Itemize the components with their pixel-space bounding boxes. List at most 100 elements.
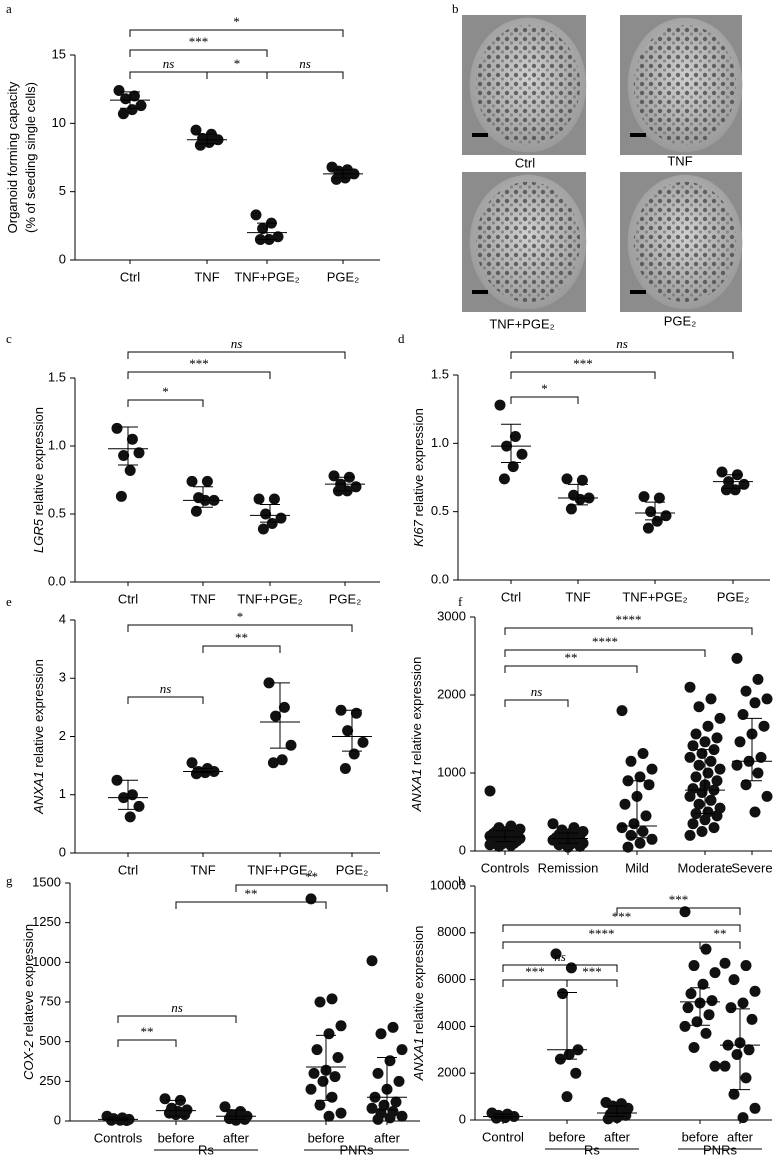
y-axis-label-part: ANXA1 (411, 1038, 426, 1082)
significance-bracket (206, 71, 268, 79)
y-tick-label: 1500 (32, 874, 61, 889)
data-point (133, 800, 145, 812)
significance-label: **** (592, 634, 618, 649)
x-tick-label: Controls (481, 860, 530, 875)
data-point (737, 1112, 749, 1124)
data-point (700, 943, 712, 955)
significance-label: * (541, 381, 548, 396)
significance-bracket (504, 699, 569, 707)
y-tick-label: 0.5 (48, 505, 66, 520)
data-point (186, 475, 198, 487)
data-point (159, 1093, 171, 1105)
data-point (550, 948, 562, 960)
data-point (693, 759, 705, 771)
data-point (702, 720, 714, 732)
x-tick-label: TNF (565, 589, 590, 604)
organoids (633, 24, 737, 146)
organoids (475, 181, 581, 303)
scale-bar (630, 290, 646, 294)
significance-bracket (127, 624, 353, 632)
significance-bracket (117, 1039, 177, 1047)
data-point (557, 988, 569, 1000)
data-point (396, 1044, 408, 1056)
data-point (761, 790, 773, 802)
data-point (684, 681, 696, 693)
y-tick-label: 0 (459, 842, 466, 857)
data-point (267, 757, 279, 769)
data-point (737, 709, 749, 720)
y-tick-label: 5 (59, 183, 66, 198)
data-point (323, 1028, 335, 1040)
data-point (186, 757, 198, 769)
significance-label: * (162, 384, 169, 399)
data-point (625, 829, 637, 841)
data-point (124, 811, 136, 823)
data-point (314, 996, 326, 1008)
y-axis-label: ANXA1 relative expression (31, 659, 46, 815)
data-point (387, 1021, 399, 1033)
significance-bracket (502, 941, 701, 949)
data-point (634, 771, 646, 783)
data-point (687, 818, 699, 830)
significance-bracket (699, 941, 741, 949)
y-tick-label: 0 (59, 844, 66, 859)
data-point (619, 798, 631, 810)
data-point (311, 1044, 323, 1056)
significance-bracket (504, 627, 753, 635)
data-point (317, 1075, 329, 1087)
image-label: Ctrl (515, 155, 535, 170)
y-tick-label: 750 (39, 993, 61, 1008)
y-axis-label: LGR5 relative expression (31, 407, 46, 553)
image-label: PGE₂ (664, 313, 697, 328)
group-label: Rs (584, 1142, 600, 1157)
y-tick-label: 0.0 (48, 573, 66, 588)
significance-bracket (566, 979, 618, 987)
x-tick-label: after (374, 1130, 401, 1145)
significance-bracket (127, 351, 346, 359)
y-axis-label-part: LGR5 (31, 518, 46, 553)
data-point (390, 1096, 402, 1108)
y-tick-label: 10 (52, 115, 66, 130)
y-tick-label: 1.5 (431, 366, 449, 381)
data-point (653, 492, 665, 504)
data-point (746, 1013, 758, 1025)
data-point (133, 447, 145, 459)
data-point (728, 1088, 740, 1100)
data-point (561, 473, 573, 485)
data-point (616, 822, 628, 834)
significance-label: * (234, 56, 241, 71)
panel-letter: b (452, 1, 459, 16)
data-point (253, 493, 265, 505)
significance-label: *** (669, 892, 689, 907)
data-point (755, 751, 767, 763)
organoids (475, 24, 581, 146)
data-point (266, 518, 278, 530)
image-label: TNF+PGE₂ (489, 316, 554, 331)
data-point (115, 490, 127, 502)
significance-bracket (616, 907, 741, 915)
data-point (716, 466, 728, 478)
data-point (484, 785, 496, 797)
data-point (693, 701, 705, 713)
data-point (348, 748, 360, 760)
significance-label: ** (245, 886, 258, 901)
x-tick-label: Ctrl (118, 862, 138, 877)
significance-bracket (510, 371, 656, 379)
data-point (705, 755, 717, 767)
data-point (111, 774, 123, 786)
data-point (366, 955, 378, 967)
data-point (625, 755, 637, 767)
significance-label: **** (589, 926, 615, 941)
panel-letter: d (398, 331, 405, 346)
y-tick-label: 2000 (437, 1065, 466, 1080)
significance-bracket (502, 924, 741, 932)
x-tick-label: PGE₂ (336, 862, 369, 877)
data-point (645, 506, 657, 518)
y-tick-label: 1 (59, 786, 66, 801)
data-point (729, 484, 741, 496)
x-tick-label: TNF (194, 269, 219, 284)
x-tick-label: Ctrl (118, 591, 138, 606)
data-point (684, 829, 696, 841)
data-point (509, 431, 521, 442)
data-point (761, 693, 773, 705)
